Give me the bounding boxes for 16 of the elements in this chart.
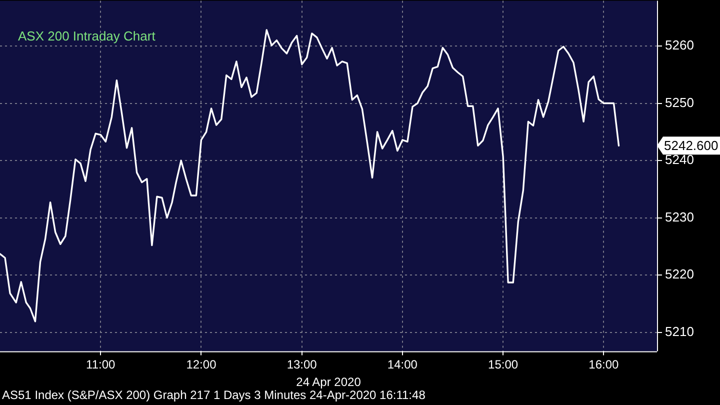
x-tick-label: 15:00 (488, 358, 518, 372)
text: AS51 Index (S&P/ASX 200) Graph 217 1 Days 3 Minutes 24-Apr-2020 16:11:48 (2, 388, 426, 402)
x-tick-label: 14:00 (387, 358, 418, 372)
y-tick-label: 5230 (665, 209, 694, 224)
text: 5242.600 (664, 138, 718, 154)
x-tick-label: 13:00 (286, 358, 318, 372)
x-tick-label: 16:00 (588, 358, 620, 372)
y-tick-label: 5250 (665, 94, 694, 110)
x-axis-title: 24 Apr 2020 (296, 375, 362, 390)
y-tick-label: 5220 (665, 266, 694, 282)
x-tick-label: 12:00 (186, 358, 217, 372)
y-tick-label: 5260 (665, 38, 694, 53)
text: ASX 200 Intraday Chart (18, 28, 156, 44)
y-tick-label: 5240 (665, 152, 694, 168)
x-tick-label: 11:00 (86, 358, 116, 372)
y-tick-label: 5210 (665, 324, 694, 339)
